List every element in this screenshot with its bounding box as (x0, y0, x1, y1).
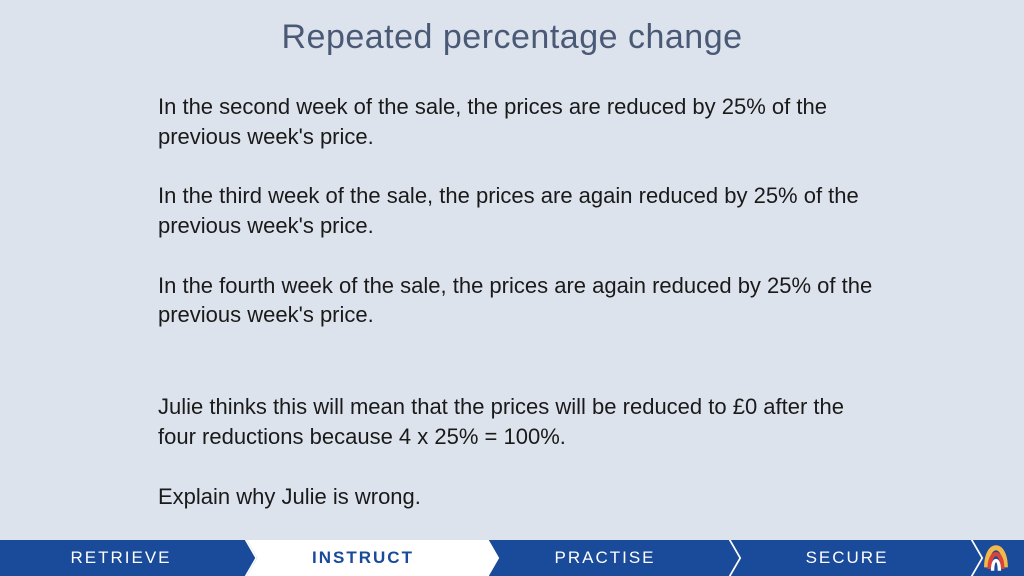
nav-step-label: SECURE (806, 548, 889, 568)
nav-step-secure[interactable]: SECURE (726, 540, 968, 576)
paragraph: Julie thinks this will mean that the pri… (158, 392, 878, 451)
nav-step-label: INSTRUCT (312, 548, 414, 568)
nav-step-label: RETRIEVE (70, 548, 171, 568)
paragraph: In the third week of the sale, the price… (158, 181, 878, 240)
paragraph: In the fourth week of the sale, the pric… (158, 271, 878, 330)
paragraph: Explain why Julie is wrong. (158, 482, 878, 512)
nav-step-retrieve[interactable]: RETRIEVE (0, 540, 242, 576)
page-title: Repeated percentage change (0, 0, 1024, 57)
nav-step-label: PRACTISE (554, 548, 655, 568)
paragraph: In the second week of the sale, the pric… (158, 92, 878, 151)
nav-step-instruct[interactable]: INSTRUCT (242, 540, 484, 576)
arches-icon (979, 543, 1013, 573)
body-content: In the second week of the sale, the pric… (158, 92, 878, 541)
nav-step-practise[interactable]: PRACTISE (484, 540, 726, 576)
progress-navbar: RETRIEVE INSTRUCT PRACTISE SECURE (0, 540, 1024, 576)
